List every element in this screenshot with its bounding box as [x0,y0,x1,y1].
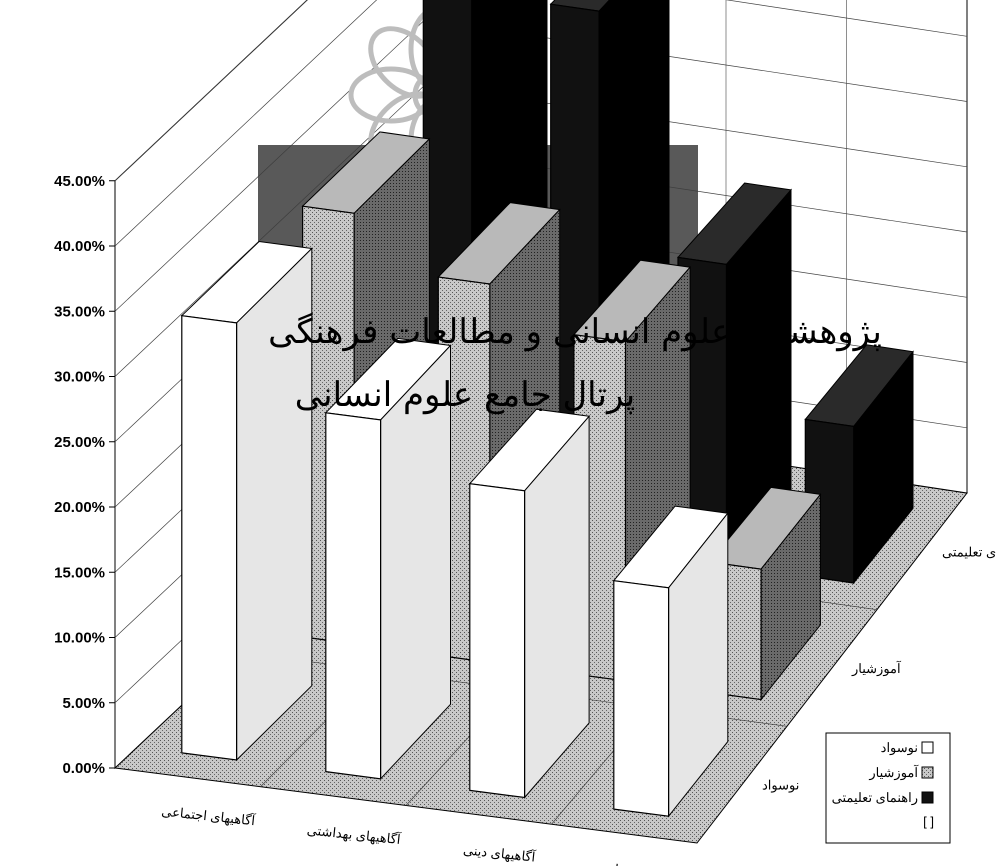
legend-item: [ ] [923,814,934,829]
y-axis-tick-label: 45.00% [54,173,105,190]
legend-swatch-1 [921,766,934,779]
series-axis-label: آموزشیار [851,660,902,677]
legend-swatch-2 [921,791,934,804]
bar-front [469,483,526,799]
y-axis-tick-label: 30.00% [54,369,105,386]
y-axis-tick-label: 25.00% [54,434,105,451]
bar-1-3 [708,486,822,702]
y-axis-tick-label: 20.00% [54,499,105,516]
value-gridline [114,0,378,247]
y-axis-tick-label: 10.00% [54,630,105,647]
bar-2-3 [612,505,729,818]
legend-item: آموزشیار [868,764,934,781]
y-axis-tick-label: 0.00% [62,760,105,777]
value-gridline [114,0,968,312]
category-label: آگاهیهای بهداشتی [306,821,403,848]
legend-label-3: [ ] [923,814,934,829]
bar-front [613,580,670,817]
legend: نوسواد آموزشیار راهنمای تعلیمتی [ ] [825,732,951,844]
y-axis-tick-label: 40.00% [54,238,105,255]
watermark-line-1: پژوهشگاه علوم انسانی و مطالعات فرهنگی [268,312,882,352]
category-label: سایر موضوعات [602,860,688,866]
y-axis-tick-label: 15.00% [54,564,105,581]
watermark-text: پژوهشگاه علوم انسانی و مطالعات فرهنگی پر… [268,312,882,415]
legend-swatch-0 [921,741,934,754]
legend-label-0: نوسواد [881,740,918,756]
value-gridline [114,0,308,182]
bar-front [325,412,382,780]
bar-front [181,315,238,761]
series-axis-label: راهنمای تعلیمتی [942,544,997,560]
bar-2-0 [180,240,313,762]
legend-item: راهنمای تعلیمتی [832,790,934,806]
legend-item: نوسواد [881,740,934,756]
y-axis-tick-label: 5.00% [62,695,105,712]
bar-2-1 [324,337,452,781]
series-axis-label: نوسواد [762,778,799,794]
watermark-line-2: پرتال جامع علوم انسانی [295,375,635,415]
legend-label-1: آموزشیار [868,764,919,781]
category-label: آگاهیهای اجتماعی [161,803,258,830]
bar-2-2 [468,408,591,799]
y-axis-tick-label: 35.00% [54,303,105,320]
chart-bars [180,0,914,818]
category-label: آگاهیهای دینی [462,841,537,866]
legend-label-2: راهنمای تعلیمتی [832,790,918,806]
